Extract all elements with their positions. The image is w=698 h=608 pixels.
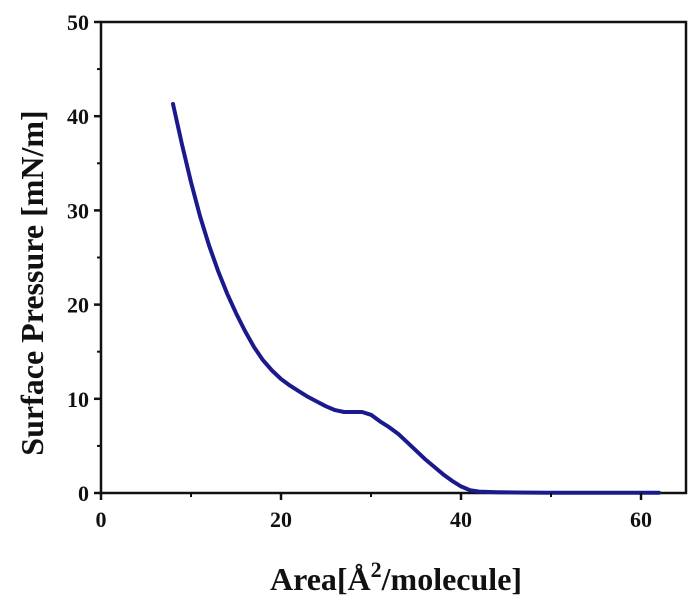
x-tick-label: 60	[630, 507, 652, 532]
y-axis-ticks: 0 10 20 30 40 50	[67, 10, 101, 506]
x-axis-title-sup: 2	[371, 557, 382, 582]
y-tick-label: 10	[67, 387, 89, 412]
series-line-0	[171, 102, 661, 495]
y-tick-label: 30	[67, 198, 89, 223]
y-tick-label: 50	[67, 10, 89, 35]
plot-frame	[99, 20, 688, 495]
y-axis-title: Surface Pressure [mN/m]	[14, 110, 50, 455]
x-axis-title-pre: Area[Å	[270, 561, 371, 597]
y-tick-label: 40	[67, 104, 89, 129]
x-axis-ticks: 0 20 40 60	[96, 493, 652, 532]
y-tick-label: 20	[67, 293, 89, 318]
x-axis-title-post: /molecule]	[381, 561, 522, 597]
x-tick-label: 20	[270, 507, 292, 532]
x-tick-label: 0	[96, 507, 107, 532]
x-axis-title: Area[Å2/molecule]	[270, 557, 522, 597]
plot-area	[99, 20, 688, 495]
y-tick-label: 0	[78, 481, 89, 506]
x-tick-label: 40	[450, 507, 472, 532]
